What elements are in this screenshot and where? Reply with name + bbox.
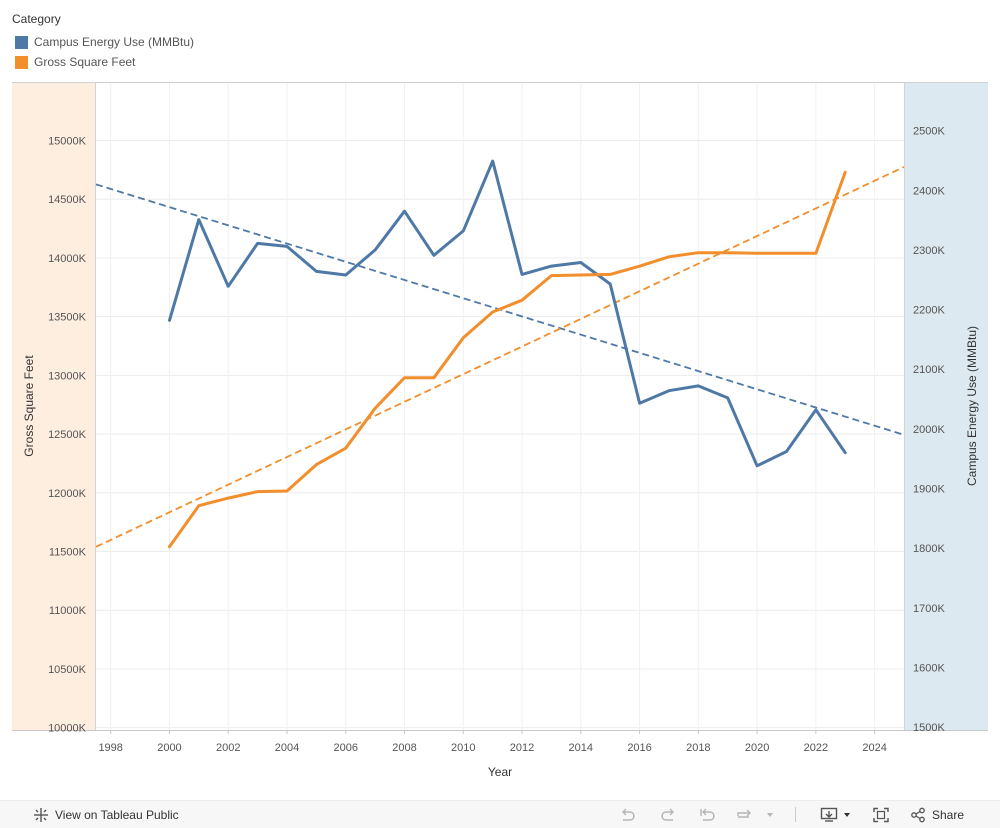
right-tick-label: 1800K xyxy=(913,543,945,555)
right-tick-label: 1500K xyxy=(913,722,945,734)
view-on-tableau-public-label: View on Tableau Public xyxy=(55,807,179,822)
x-tick-label: 2002 xyxy=(216,742,240,754)
right-tick-label: 2500K xyxy=(913,126,945,138)
left-tick-label: 10000K xyxy=(48,723,87,735)
share-label: Share xyxy=(932,807,965,822)
left-tick-label: 13000K xyxy=(48,370,87,382)
x-tick-label: 2008 xyxy=(392,742,416,754)
legend-title: Category xyxy=(12,12,61,26)
x-tick-label: 2006 xyxy=(334,742,358,754)
right-tick-label: 1900K xyxy=(913,483,945,495)
x-axis-ticks: 1998 2000 2002 2004 2006 2008 2010 2012 2014 2016… xyxy=(98,730,887,754)
left-axis-band xyxy=(12,83,95,730)
left-tick-label: 12500K xyxy=(48,429,87,441)
x-tick-label: 2016 xyxy=(627,742,651,754)
left-tick-label: 10500K xyxy=(48,664,87,676)
right-axis-ticks: 1500K 1600K 1700K 1800K 1900K 2000K 2100K 2200K… xyxy=(913,126,945,734)
toolbar-divider xyxy=(795,807,796,822)
right-axis-band xyxy=(905,83,988,730)
x-axis-title: Year xyxy=(488,765,512,779)
left-tick-label: 13500K xyxy=(48,312,87,324)
left-tick-label: 12000K xyxy=(48,488,87,500)
revert-icon[interactable] xyxy=(698,801,716,828)
series-lines xyxy=(168,159,847,549)
x-tick-label: 1998 xyxy=(98,742,122,754)
refresh-icon[interactable] xyxy=(735,801,753,828)
left-tick-label: 11000K xyxy=(49,605,87,617)
dual-axis-line-chart: 10000K 10500K 11000K 11500K 12000K 12500K 1300… xyxy=(12,82,988,779)
left-axis-title: Gross Square Feet xyxy=(22,355,36,457)
right-tick-label: 2100K xyxy=(913,364,945,376)
series-line-gsf[interactable] xyxy=(168,170,847,549)
x-tick-label: 2004 xyxy=(275,742,299,754)
left-axis-ticks: 10000K 10500K 11000K 11500K 12000K 12500K 1300… xyxy=(48,136,87,735)
x-tick-label: 2010 xyxy=(451,742,475,754)
tableau-toolbar: View on Tableau Public Share xyxy=(0,800,1000,828)
redo-icon[interactable] xyxy=(659,801,677,828)
legend-item-energy[interactable]: Campus Energy Use (MMBtu) xyxy=(12,32,194,52)
legend-label-energy: Campus Energy Use (MMBtu) xyxy=(34,35,195,49)
legend-label-gsf: Gross Square Feet xyxy=(34,55,136,69)
right-tick-label: 1700K xyxy=(913,603,945,615)
legend-swatch-energy xyxy=(15,35,28,49)
legend-swatch-gsf xyxy=(15,55,28,69)
fullscreen-icon[interactable] xyxy=(872,801,890,828)
x-tick-label: 2014 xyxy=(569,742,593,754)
x-tick-label: 2000 xyxy=(157,742,181,754)
download-icon[interactable] xyxy=(820,801,838,828)
left-tick-label: 11500K xyxy=(49,547,87,559)
x-tick-label: 2020 xyxy=(745,742,769,754)
undo-icon[interactable] xyxy=(619,801,637,828)
left-tick-label: 15000K xyxy=(48,136,87,148)
right-tick-label: 2000K xyxy=(913,424,945,436)
right-tick-label: 2400K xyxy=(913,185,945,197)
view-on-tableau-public-link[interactable]: View on Tableau Public xyxy=(33,801,179,828)
download-menu-chevron-down-icon[interactable] xyxy=(842,801,852,828)
x-tick-label: 2018 xyxy=(686,742,710,754)
right-axis-title: Campus Energy Use (MMBtu) xyxy=(965,326,979,486)
x-tick-label: 2024 xyxy=(862,742,886,754)
right-tick-label: 2200K xyxy=(913,305,945,317)
series-line-energy[interactable] xyxy=(168,159,847,468)
share-button[interactable]: Share xyxy=(910,801,964,828)
refresh-menu-chevron-down-icon[interactable] xyxy=(765,801,775,828)
gridlines xyxy=(96,83,904,730)
left-tick-label: 14500K xyxy=(48,194,87,206)
trend-line-gsf xyxy=(95,166,905,548)
legend: Category Campus Energy Use (MMBtu) Gross… xyxy=(12,12,194,72)
legend-item-gsf[interactable]: Gross Square Feet xyxy=(12,52,194,72)
x-tick-label: 2012 xyxy=(510,742,534,754)
x-tick-label: 2022 xyxy=(804,742,828,754)
left-tick-label: 14000K xyxy=(48,253,87,265)
tableau-logo-icon xyxy=(33,807,49,823)
share-icon xyxy=(910,807,926,823)
right-tick-label: 2300K xyxy=(913,245,945,257)
right-tick-label: 1600K xyxy=(913,662,945,674)
trend-lines xyxy=(95,166,905,548)
